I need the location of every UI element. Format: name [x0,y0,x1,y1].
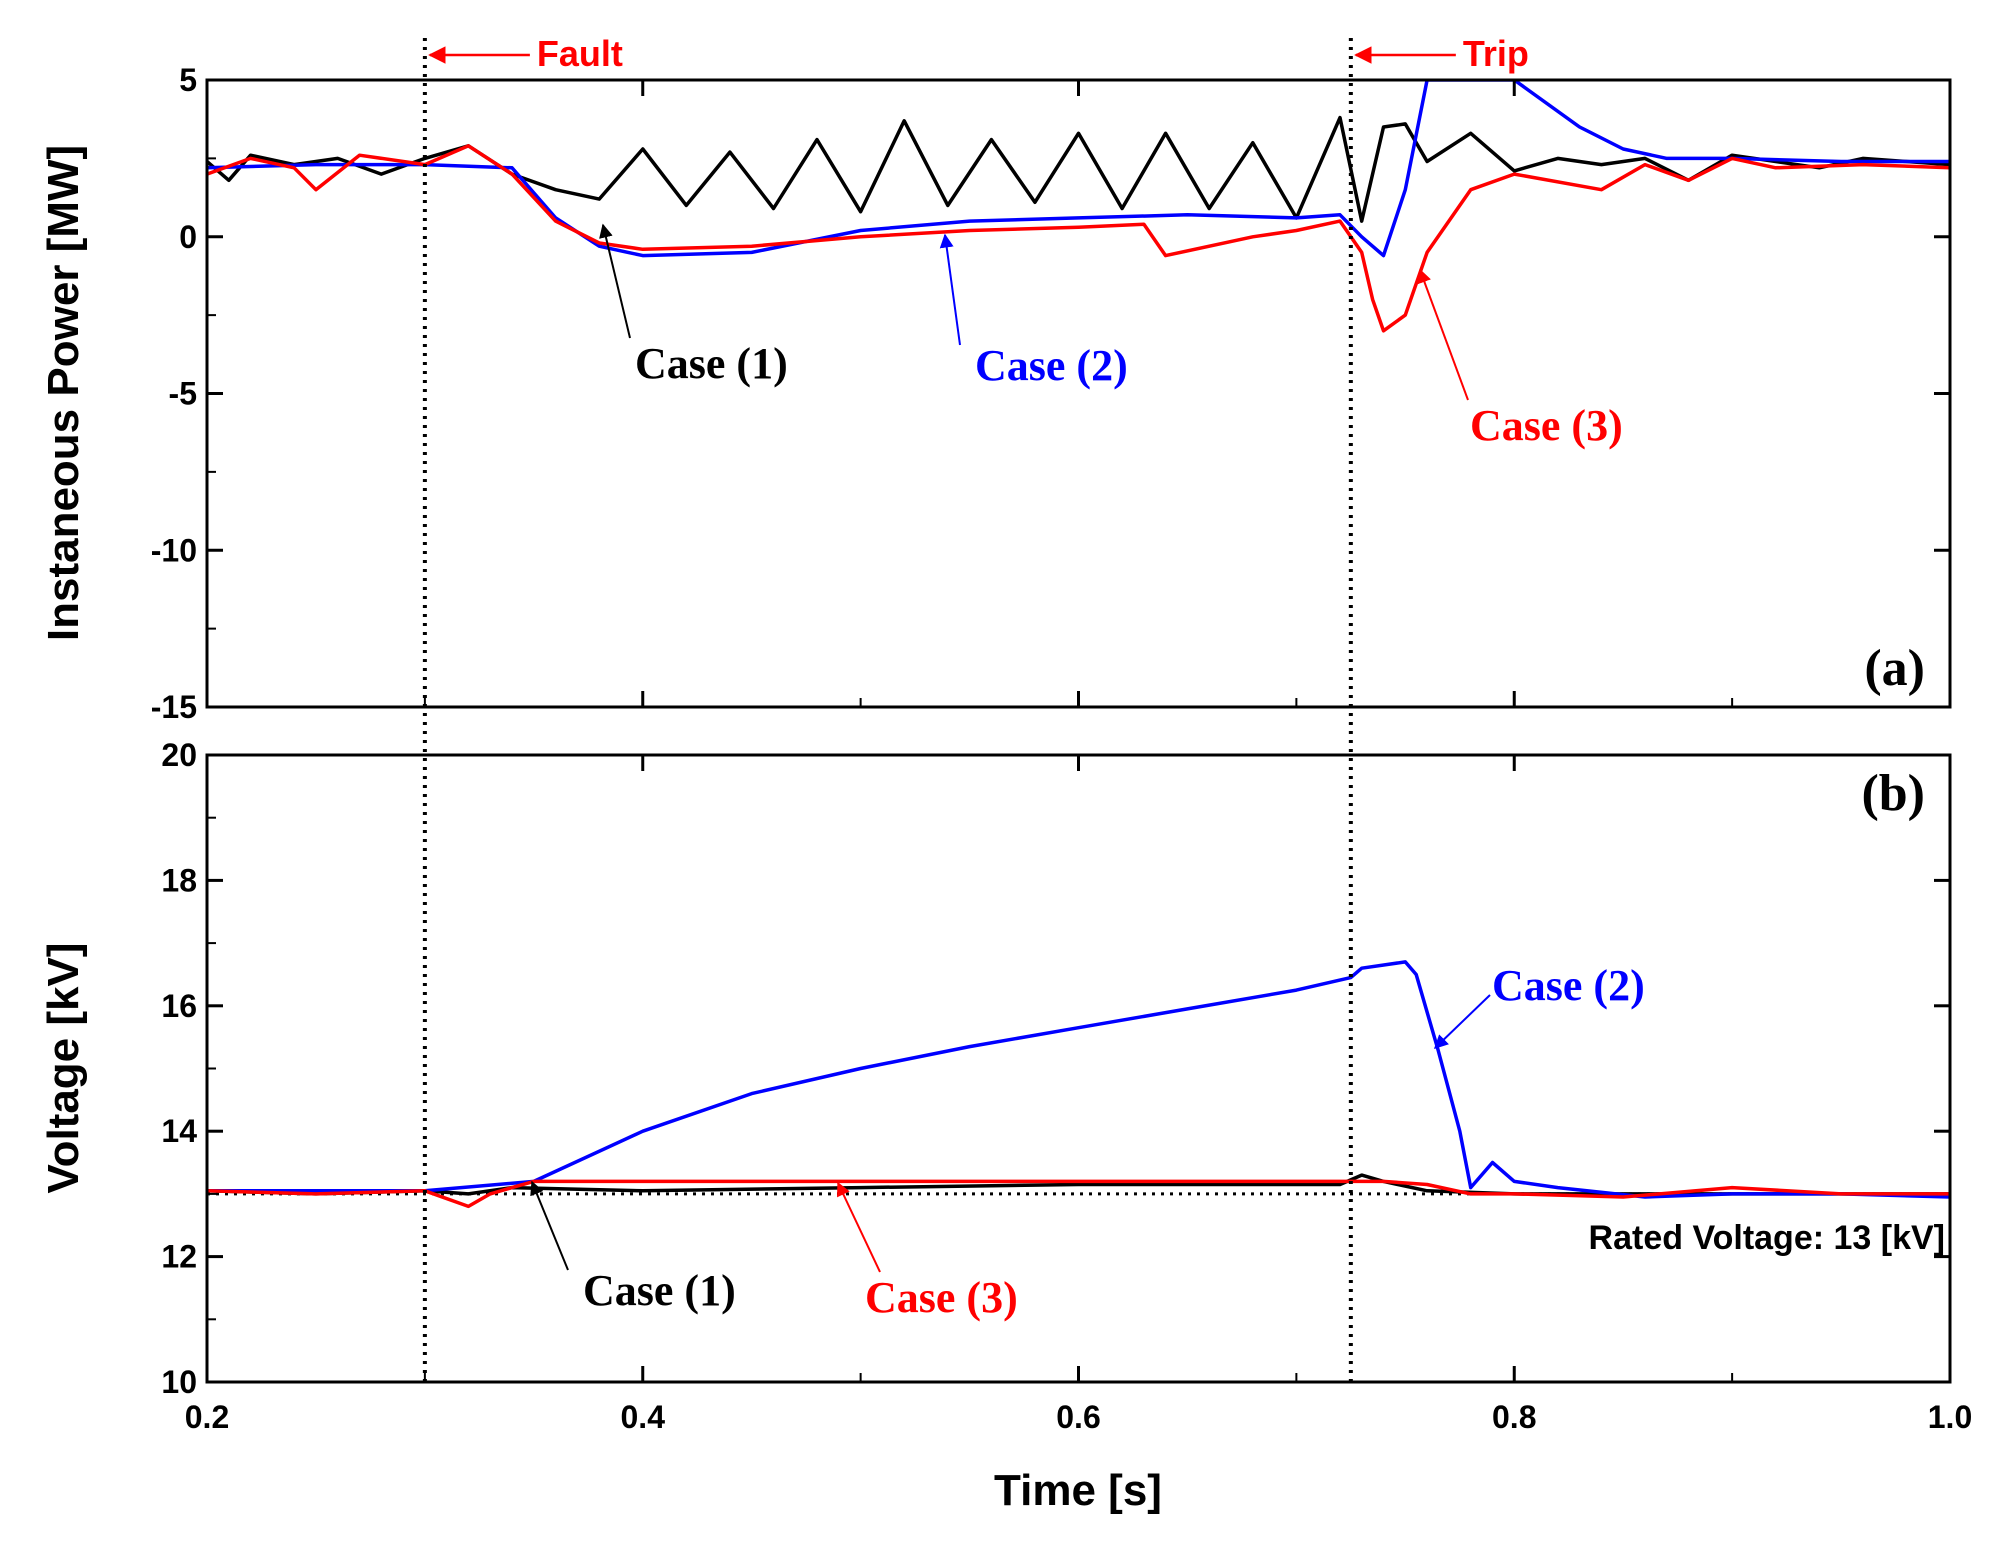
panel-a-power: 5 0 -5 -10 -15 Instaneous Power [MW] (a) [39,62,1952,725]
y-tick-label-b: 14 [161,1113,197,1149]
panel-a-label: (a) [1864,640,1925,697]
x-tick-label: 0.2 [185,1399,229,1435]
y-tick-label-a: 0 [179,219,197,255]
case-3-arrow-b [837,1181,881,1273]
case-3-arrow-a [1417,268,1469,401]
y-tick-label-b: 16 [161,988,197,1024]
y-tick-label-b: 10 [161,1364,197,1400]
y-tick-label-b: 18 [161,862,197,898]
event-label-fault: Fault [537,33,623,74]
case-1-annotation-a: Case (1) [635,339,788,388]
series-line-b-case-2 [207,960,1950,1199]
rated-voltage-label: Rated Voltage: 13 [kV] [1589,1219,1945,1257]
y-tick-label-a: -15 [151,689,197,725]
series-line-a-case-2 [207,80,1950,258]
panel-b-annotations: Case (2) Case (1) Case (3) [530,961,1645,1322]
panel-a-frame [205,78,1952,709]
series-line-b-case-3 [207,1179,1950,1209]
series-line-a-case-1 [207,115,1950,223]
case-2-arrow-b [1433,994,1491,1049]
case-3-annotation-a: Case (3) [1470,401,1623,450]
case-3-annotation-b: Case (3) [865,1273,1018,1322]
x-tick-label: 1.0 [1928,1399,1972,1435]
y-tick-label-a: -5 [169,376,197,412]
y-tick-label-a: 5 [179,62,197,98]
panel-a-y-axis-label: Instaneous Power [MW] [39,145,88,641]
y-tick-label-b: 12 [161,1239,197,1275]
case-2-arrow-a [939,233,961,346]
x-tick-label: 0.6 [1056,1399,1100,1435]
panel-b-y-axis-label: Voltage [kV] [39,942,88,1193]
series-line-a-case-3 [207,144,1950,333]
case-1-arrow-a [599,223,631,339]
x-tick-label: 0.8 [1492,1399,1536,1435]
panel-b-frame [205,753,1952,1384]
case-2-annotation-b: Case (2) [1492,961,1645,1010]
event-label-trip: Trip [1463,33,1529,74]
panel-b-label: (b) [1861,765,1925,822]
y-tick-label-a: -10 [151,532,197,568]
y-tick-label-b: 20 [161,737,197,773]
panel-b-voltage: 20 18 16 14 12 10 0.2 0.4 0.6 0.8 1.0 Voltage [kV… [39,737,1972,1515]
case-1-annotation-b: Case (1) [583,1266,736,1315]
panel-a-annotations: Case (1) Case (2) Case (3) [599,223,1623,450]
case-1-arrow-b [530,1180,569,1271]
case-2-annotation-a: Case (2) [975,341,1128,390]
x-tick-label: 0.4 [621,1399,666,1435]
x-axis-label: Time [s] [994,1466,1162,1515]
